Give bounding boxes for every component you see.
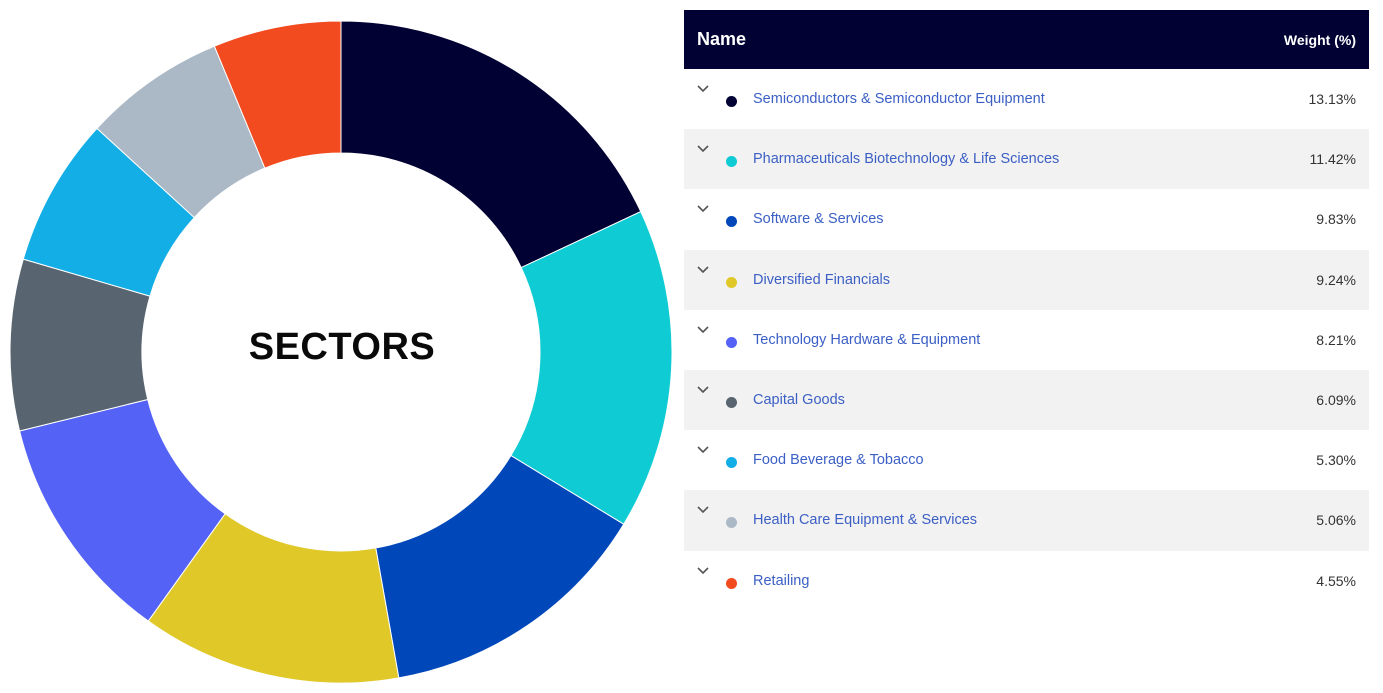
table-row: Food Beverage & Tobacco 5.30%: [684, 430, 1369, 490]
table-row: Pharmaceuticals Biotechnology & Life Sci…: [684, 129, 1369, 190]
table-row: Health Care Equipment & Services 5.06%: [684, 490, 1369, 551]
chevron-down-icon[interactable]: [696, 445, 710, 455]
sector-link[interactable]: Retailing: [753, 572, 810, 589]
sector-link[interactable]: Food Beverage & Tobacco: [753, 452, 924, 469]
sector-weight: 4.55%: [1316, 572, 1356, 589]
header-name: Name: [697, 29, 747, 49]
table-row: Software & Services 9.83%: [684, 189, 1369, 249]
table-header: Name Weight (%): [684, 10, 1369, 69]
sector-link[interactable]: Capital Goods: [753, 391, 845, 408]
table-row: Semiconductors & Semiconductor Equipment…: [684, 69, 1369, 129]
center-label: SECTORS: [248, 326, 436, 368]
chevron-down-icon[interactable]: [696, 144, 710, 154]
chevron-down-icon[interactable]: [696, 566, 710, 576]
table-row: Capital Goods 6.09%: [684, 369, 1369, 431]
sector-link[interactable]: Software & Services: [753, 211, 884, 228]
chevron-down-icon[interactable]: [696, 265, 710, 275]
sector-link[interactable]: Health Care Equipment & Services: [753, 512, 978, 529]
legend-dot: [726, 216, 737, 228]
legend-dot: [726, 396, 737, 408]
sector-link[interactable]: Pharmaceuticals Biotechnology & Life Sci…: [753, 151, 1060, 168]
sector-weight: 9.83%: [1316, 211, 1356, 228]
sector-link[interactable]: Diversified Financials: [753, 271, 890, 288]
donut-slice-1[interactable]: [510, 210, 673, 525]
legend-dot: [726, 156, 737, 168]
sector-weight: 6.09%: [1316, 391, 1356, 408]
sector-weight: 8.21%: [1316, 331, 1356, 348]
table-row: Technology Hardware & Equipment 8.21%: [684, 310, 1369, 370]
donut-chart: SECTORS: [0, 0, 684, 693]
table-body: Semiconductors & Semiconductor Equipment…: [684, 69, 1369, 611]
legend-dot: [726, 336, 737, 348]
donut-slice-0[interactable]: [340, 20, 642, 269]
chevron-down-icon[interactable]: [696, 204, 710, 214]
legend-dot: [726, 276, 737, 288]
weights-table: Name Weight (%) Semiconductors & Semicon…: [684, 10, 1369, 611]
legend-dot: [726, 517, 737, 529]
sector-weight: 13.13%: [1308, 91, 1356, 107]
header-weight: Weight (%): [1283, 31, 1356, 48]
sector-weight: 5.06%: [1316, 512, 1356, 529]
sector-weight: 9.24%: [1316, 271, 1356, 288]
legend-dot: [726, 457, 737, 469]
legend-dot: [726, 577, 737, 589]
chevron-down-icon[interactable]: [696, 505, 710, 515]
legend-dot: [726, 96, 737, 107]
sector-link[interactable]: Technology Hardware & Equipment: [753, 331, 981, 348]
table-row: Retailing 4.55%: [684, 551, 1369, 611]
sector-link[interactable]: Semiconductors & Semiconductor Equipment: [753, 91, 1045, 107]
chevron-down-icon[interactable]: [696, 385, 710, 395]
chevron-down-icon[interactable]: [696, 325, 710, 335]
donut-slice-8[interactable]: [213, 20, 342, 169]
chevron-down-icon[interactable]: [696, 84, 710, 94]
sector-weight: 5.30%: [1316, 452, 1356, 469]
donut-svg: [9, 20, 673, 684]
table-row: Diversified Financials 9.24%: [684, 249, 1369, 310]
sector-weight: 11.42%: [1309, 151, 1356, 168]
